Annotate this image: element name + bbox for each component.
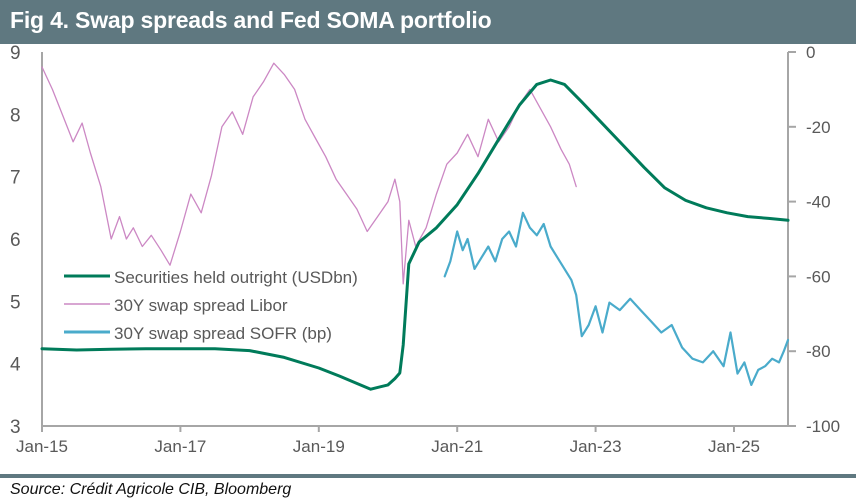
y-left-tick-label: 9	[10, 44, 21, 64]
x-tick-label: Jan-15	[16, 437, 68, 456]
y-left-tick-label: 3	[10, 417, 21, 438]
soma-line	[40, 78, 790, 391]
legend-label: Securities held outright (USDbn)	[114, 268, 358, 287]
x-tick-label: Jan-23	[570, 437, 622, 456]
x-tick-label: Jan-25	[708, 437, 760, 456]
x-tick-label: Jan-21	[431, 437, 483, 456]
axes: 3 4 5 6 7 8 9 0 -20 -40 -60 -80 -100 Jan-15 Jan-17 Jan-…	[10, 44, 840, 456]
y-right-tick-label: -40	[806, 193, 831, 212]
sofr-line	[443, 211, 790, 386]
legend: Securities held outright (USDbn) 30Y swap…	[64, 268, 358, 343]
legend-label: 30Y swap spread Libor	[114, 296, 288, 315]
x-tick-label: Jan-17	[154, 437, 206, 456]
y-left-tick-label: 7	[10, 168, 21, 189]
y-right-tick-label: 0	[806, 44, 815, 62]
y-left-tick-label: 8	[10, 105, 21, 126]
x-tick-label: Jan-19	[293, 437, 345, 456]
legend-label: 30Y swap spread SOFR (bp)	[114, 324, 332, 343]
chart-title: Fig 4. Swap spreads and Fed SOMA portfol…	[10, 7, 492, 33]
y-left-tick-label: 4	[10, 355, 21, 376]
y-left-tick-label: 5	[10, 292, 21, 313]
series-lines	[40, 62, 790, 391]
y-right-tick-label: -20	[806, 118, 831, 137]
chart-header: Fig 4. Swap spreads and Fed SOMA portfol…	[0, 0, 856, 44]
libor-line	[41, 62, 577, 285]
source-note: Source: Crédit Agricole CIB, Bloomberg	[10, 481, 292, 498]
y-right-tick-label: -100	[806, 417, 840, 436]
y-left-tick-label: 6	[10, 230, 21, 251]
y-right-tick-label: -80	[806, 342, 831, 361]
y-right-tick-label: -60	[806, 267, 831, 286]
chart-canvas: 3 4 5 6 7 8 9 0 -20 -40 -60 -80 -100 Jan-15 Jan-17 Jan-…	[10, 44, 840, 456]
footer-divider	[0, 474, 856, 478]
